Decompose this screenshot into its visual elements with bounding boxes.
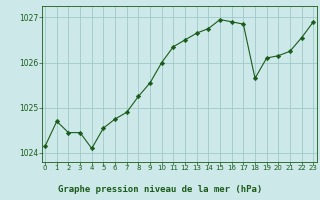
Text: Graphe pression niveau de la mer (hPa): Graphe pression niveau de la mer (hPa) — [58, 186, 262, 194]
